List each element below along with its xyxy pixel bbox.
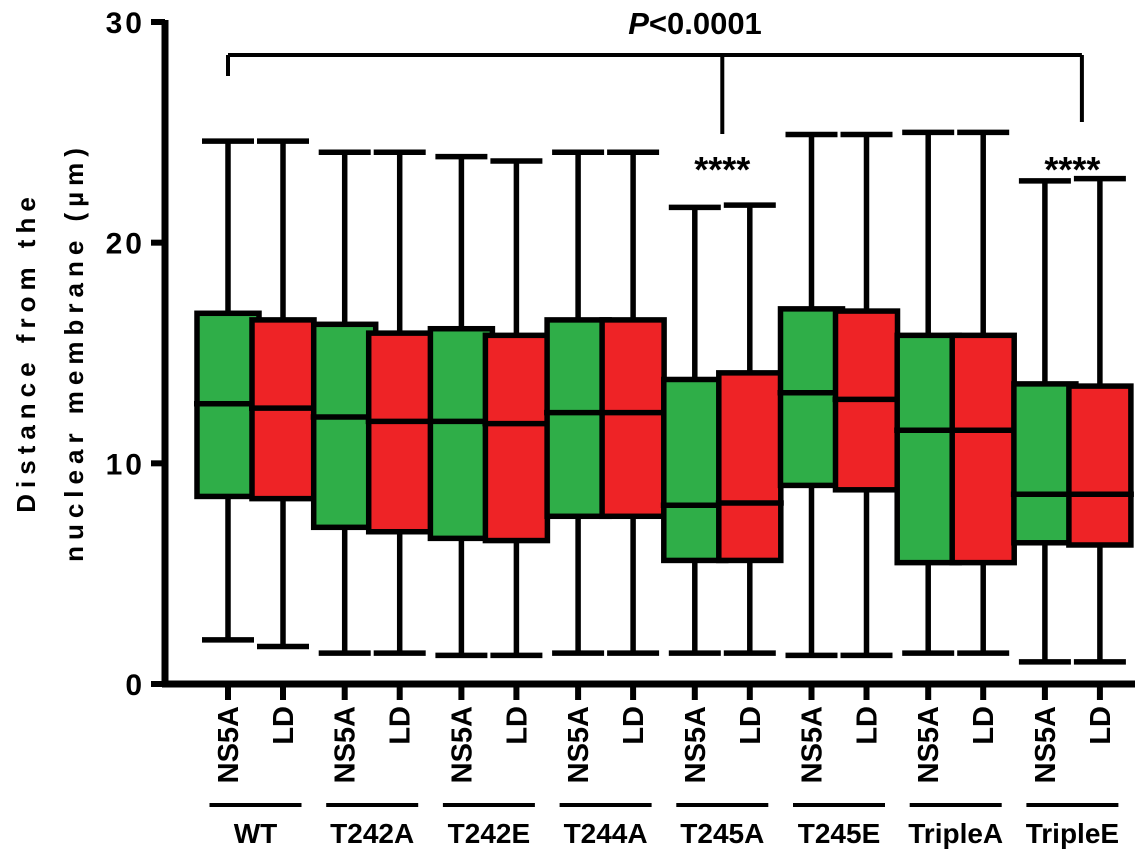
x-tick-label-LD: LD — [385, 706, 417, 745]
box-iqr — [427, 325, 496, 542]
box-WT-LD — [249, 138, 317, 650]
group-label-T242E: T242E — [448, 818, 531, 849]
y-tick-label-0: 0 — [125, 669, 145, 702]
x-axis-labels: NS5A LD WT NS5A LD T242A NS5A LD T242E NS5A LD T244… — [209, 684, 1119, 849]
box-iqr — [482, 332, 551, 544]
x-tick-label-LD: LD — [852, 706, 884, 745]
y-axis-title-line-1: Distance from the — [11, 191, 41, 513]
x-tick-label-LD: LD — [735, 706, 767, 745]
box-TripleA-LD — [949, 129, 1018, 656]
y-tick-label-10: 10 — [106, 448, 145, 481]
x-tick-label-LD: LD — [268, 706, 300, 745]
box-iqr — [894, 332, 962, 566]
box-T242E-LD — [482, 158, 551, 659]
y-axis-title: Distance from the nuclear membrane (µm) — [11, 142, 89, 562]
x-tick-label-NS5A: NS5A — [330, 706, 362, 783]
box-T242A-NS5A — [310, 149, 379, 656]
x-tick-label-NS5A: NS5A — [913, 706, 945, 783]
axes: 0 10 20 30 — [106, 7, 1135, 702]
x-tick-label-LD: LD — [1085, 706, 1117, 745]
x-tick-label-NS5A: NS5A — [446, 706, 478, 783]
group-label-T245E: T245E — [798, 818, 881, 849]
box-iqr — [1066, 383, 1134, 548]
box-iqr — [661, 376, 729, 564]
group-label-WT: WT — [234, 818, 278, 849]
group-label-TripleA: TripleA — [908, 818, 1003, 849]
group-label-TripleE: TripleE — [1026, 818, 1119, 849]
group-label-T244A: T244A — [564, 818, 648, 849]
boxes — [194, 129, 1134, 665]
group-label-T245A: T245A — [680, 818, 764, 849]
p-value-label: P<0.0001 — [628, 6, 762, 41]
annotations: **** **** P<0.0001 — [226, 6, 1100, 190]
y-tick-label-20: 20 — [106, 228, 145, 261]
box-T244A-NS5A — [544, 149, 613, 656]
box-TripleE-NS5A — [1010, 178, 1079, 665]
box-WT-NS5A — [194, 138, 262, 643]
box-iqr — [365, 330, 434, 535]
box-TripleA-NS5A — [894, 129, 963, 656]
x-tick-label-LD: LD — [618, 706, 650, 745]
y-axis-title-line-2: nuclear membrane (µm) — [59, 142, 89, 562]
box-iqr — [544, 317, 612, 520]
x-tick-label-NS5A: NS5A — [797, 706, 829, 783]
x-tick-label-NS5A: NS5A — [680, 706, 712, 783]
box-T242A-LD — [365, 149, 434, 656]
group-label-T242A: T242A — [330, 818, 414, 849]
x-tick-label-NS5A: NS5A — [1030, 706, 1062, 783]
box-T245A-LD — [715, 202, 784, 656]
x-tick-label-LD: LD — [501, 706, 533, 745]
box-iqr — [599, 317, 667, 520]
box-iqr — [949, 332, 1017, 566]
box-T244A-LD — [599, 149, 668, 656]
box-T245E-NS5A — [777, 131, 846, 659]
y-tick-label-30: 30 — [106, 7, 145, 40]
box-TripleE-LD — [1065, 175, 1134, 665]
x-tick-label-LD: LD — [968, 706, 1000, 745]
box-iqr — [716, 370, 784, 564]
x-tick-label-NS5A: NS5A — [213, 706, 245, 783]
box-iqr — [1011, 381, 1079, 546]
significance-stars-T245A: **** — [694, 149, 750, 190]
box-T245E-LD — [832, 131, 901, 659]
box-T242E-NS5A — [427, 153, 496, 659]
significance-stars-TripleE: **** — [1044, 149, 1100, 190]
significance-bracket — [226, 53, 1084, 134]
x-tick-label-NS5A: NS5A — [563, 706, 595, 783]
